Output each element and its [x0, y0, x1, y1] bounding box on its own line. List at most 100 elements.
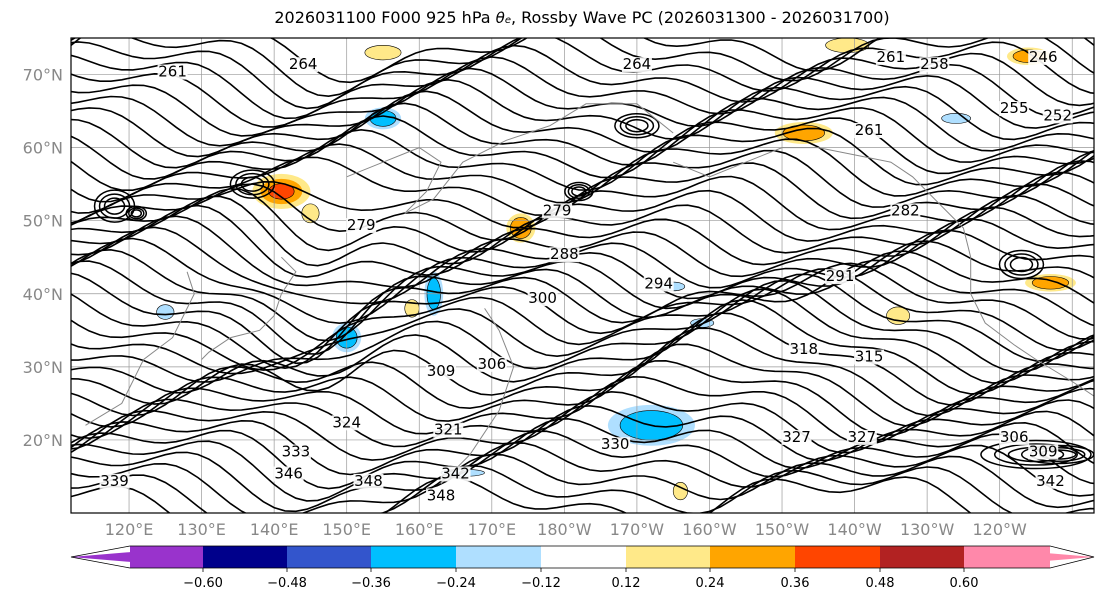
contour-label: 306 [477, 355, 506, 373]
contour-label-bg [1028, 444, 1059, 460]
colorbar-swatch [710, 546, 795, 568]
contour-label: 327 [782, 428, 811, 446]
contour-labels-layer: 264 264 261 261 258 246 255 252 261 279 282 288 291 2… [99, 48, 1073, 504]
contour-label: 342 [441, 464, 470, 482]
contour-label-bg [527, 291, 558, 307]
contour-label: 318 [789, 340, 818, 358]
coastline [440, 308, 515, 485]
contour-label: 279 [347, 216, 376, 234]
coastline [201, 256, 297, 360]
contour-label-bg [890, 203, 921, 219]
contour-label-bg [1042, 108, 1073, 124]
contour-label-bg [440, 466, 471, 482]
theta-e-contour [71, 464, 1094, 513]
coastline [346, 103, 674, 214]
contour-label: 255 [1000, 99, 1029, 117]
lon-tick-label: 140°E [250, 520, 299, 539]
contour-label-bg [433, 422, 464, 438]
contour-label: 324 [332, 413, 361, 431]
contour-label-bg [476, 356, 507, 372]
theta-e-contour [71, 453, 1094, 513]
colorbar-outline [70, 545, 1095, 569]
contour-label-bg [846, 429, 877, 445]
contour-label: 309 [427, 362, 456, 380]
contour-label: 261 [855, 121, 884, 139]
theta-e-contour [71, 259, 1094, 355]
colorbar-swatch [795, 546, 880, 568]
colorbar-tick-label: −0.60 [183, 576, 223, 591]
theta-e-contour [71, 267, 1094, 370]
theta-e-contour [71, 430, 1094, 502]
coastline-layer [85, 103, 1094, 485]
contour-label: 252 [1043, 106, 1072, 124]
colorbar-tick-label: −0.36 [351, 576, 391, 591]
theta-e-contour [71, 442, 1094, 513]
lat-tick-label: 70°N [23, 66, 63, 85]
contour-label: 348 [427, 486, 456, 504]
contour-label: 264 [623, 55, 652, 73]
contour-label: 261 [877, 48, 906, 66]
closed-contour [125, 205, 148, 222]
theta-e-contour [71, 127, 1094, 191]
contour-label-bg [353, 473, 384, 489]
contour-label-bg [999, 101, 1030, 117]
theta-e-contour [71, 248, 1094, 342]
contour-label-bg [280, 444, 311, 460]
title-theta: θe [495, 9, 511, 27]
lat-tick-label: 40°N [23, 285, 63, 304]
contour-label-bg [643, 276, 674, 292]
lon-tick-label: 130°W [900, 520, 955, 539]
contour-label: 261 [158, 63, 187, 81]
contour-label: 258 [920, 55, 949, 73]
colorbar: −0.60 −0.48 −0.36 −0.24 −0.12 0.12 0.24 0.36 0.4… [70, 545, 1095, 591]
contour-label: 288 [550, 245, 579, 263]
lon-tick-label: 180°W [537, 520, 592, 539]
colorbar-tick-label: −0.12 [521, 576, 561, 591]
closed-contour [619, 115, 655, 136]
lat-axis: 70°N 60°N 50°N 40°N 30°N 20°N [23, 66, 63, 450]
contour-label: 282 [891, 201, 920, 219]
pc-anomaly-region [156, 304, 175, 320]
colorbar-tick-label: −0.24 [436, 576, 476, 591]
contour-label: 300 [528, 289, 557, 307]
colorbar-tick-label: 0.36 [781, 576, 810, 591]
contour-label: 315 [855, 348, 884, 366]
theta-e-contour [71, 78, 1094, 147]
contour-label: 306 [1000, 428, 1029, 446]
lon-tick-label: 140°W [827, 520, 882, 539]
theta-e-contour [71, 404, 1094, 476]
colorbar-tick-label: 0.60 [950, 576, 979, 591]
contour-label-bg [273, 466, 304, 482]
closed-contour [1004, 253, 1039, 276]
contour-label: 348 [354, 472, 383, 490]
contour-label: 294 [644, 274, 673, 292]
colorbar-swatch [371, 546, 456, 568]
contour-label-bg [1028, 49, 1059, 65]
contour-label: 279 [543, 201, 572, 219]
lon-tick-label: 160°W [682, 520, 737, 539]
theta-e-contour [71, 115, 1094, 180]
lon-tick-label: 130°E [177, 520, 226, 539]
contour-label: 264 [289, 55, 318, 73]
closed-contour [128, 207, 145, 220]
contour-label-bg [788, 342, 819, 358]
contour-label-bg [99, 473, 130, 489]
lon-tick-label: 170°E [467, 520, 516, 539]
colorbar-swatch [964, 546, 1050, 568]
lon-tick-label: 170°W [610, 520, 665, 539]
closed-contour [571, 186, 587, 197]
lon-tick-label: 150°E [322, 520, 371, 539]
theta-e-contour [71, 273, 1094, 371]
theta-e-contour [71, 204, 1094, 278]
contour-label: 346 [274, 464, 303, 482]
chart-title: 2026031100 F000 925 hPa θe, Rossby Wave … [70, 8, 1094, 27]
theta-e-contour [71, 390, 1094, 461]
lat-tick-label: 50°N [23, 212, 63, 231]
coastline [85, 271, 195, 426]
closed-contour [980, 439, 1092, 470]
contour-label-bg [781, 429, 812, 445]
contour-label-bg [875, 49, 906, 65]
colorbar-swatch [626, 546, 710, 568]
map-background [71, 38, 1094, 513]
